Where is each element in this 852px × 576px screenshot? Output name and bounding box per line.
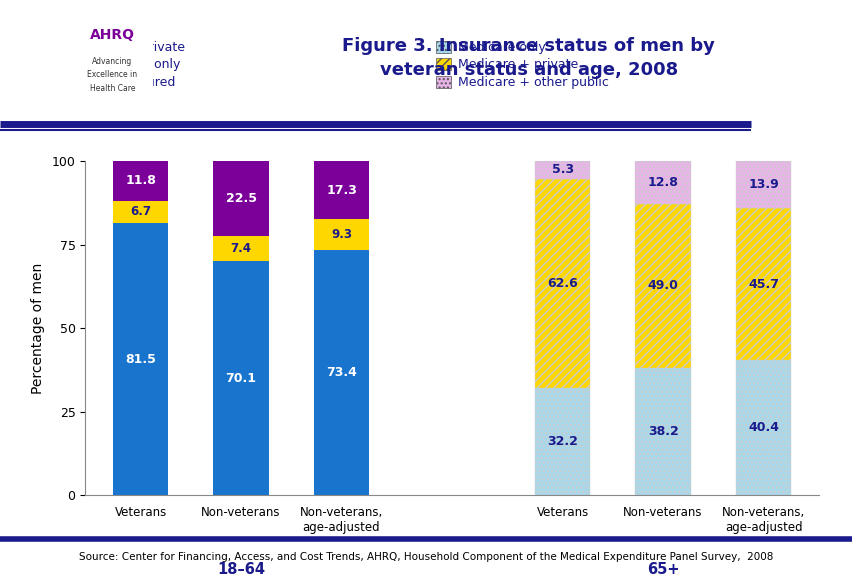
Bar <box>534 161 590 179</box>
Bar <box>213 161 268 237</box>
Text: Source: Center for Financing, Access, and Cost Trends, AHRQ, Household Component: Source: Center for Financing, Access, an… <box>79 552 773 562</box>
Bar <box>314 250 369 495</box>
Text: AHRQ: AHRQ <box>89 28 135 41</box>
Text: 45.7: 45.7 <box>747 278 778 290</box>
Bar <box>635 204 690 367</box>
Text: 17.3: 17.3 <box>325 184 357 196</box>
Text: Advancing: Advancing <box>92 56 132 66</box>
Bar <box>635 161 690 204</box>
Text: 7.4: 7.4 <box>230 242 251 255</box>
Bar <box>534 388 590 495</box>
Text: 73.4: 73.4 <box>325 366 357 379</box>
Bar <box>213 261 268 495</box>
Text: 6.7: 6.7 <box>130 206 151 218</box>
Bar <box>213 237 268 261</box>
Text: 11.8: 11.8 <box>125 175 156 188</box>
Text: 49.0: 49.0 <box>647 279 677 293</box>
Text: 70.1: 70.1 <box>225 372 256 385</box>
Bar <box>534 179 590 388</box>
Bar <box>112 223 168 495</box>
Text: Health Care: Health Care <box>89 84 135 93</box>
Text: 12.8: 12.8 <box>647 176 677 189</box>
Bar <box>635 367 690 495</box>
Text: 5.3: 5.3 <box>551 164 573 176</box>
Text: 32.2: 32.2 <box>546 435 578 448</box>
Bar <box>314 161 369 219</box>
Y-axis label: Percentage of men: Percentage of men <box>31 263 44 394</box>
Bar <box>735 161 791 208</box>
Bar <box>112 200 168 223</box>
Bar <box>314 219 369 250</box>
Text: 81.5: 81.5 <box>125 353 156 366</box>
Text: 38.2: 38.2 <box>647 425 677 438</box>
Text: 40.4: 40.4 <box>747 422 778 434</box>
Text: 18–64: 18–64 <box>216 562 265 576</box>
Text: 65+: 65+ <box>646 562 678 576</box>
Text: 13.9: 13.9 <box>747 178 778 191</box>
Text: 62.6: 62.6 <box>547 276 578 290</box>
Bar <box>735 208 791 361</box>
Legend: Medicare only, Medicare + private, Medicare + other public: Medicare only, Medicare + private, Medic… <box>436 40 607 89</box>
Bar <box>735 361 791 495</box>
FancyBboxPatch shape <box>71 12 153 115</box>
Text: Excellence in: Excellence in <box>87 70 137 79</box>
Text: 22.5: 22.5 <box>225 192 256 206</box>
Bar <box>112 161 168 200</box>
Text: Figure 3. Insurance status of men by
veteran status and age, 2008: Figure 3. Insurance status of men by vet… <box>342 37 715 79</box>
Text: 9.3: 9.3 <box>331 228 352 241</box>
